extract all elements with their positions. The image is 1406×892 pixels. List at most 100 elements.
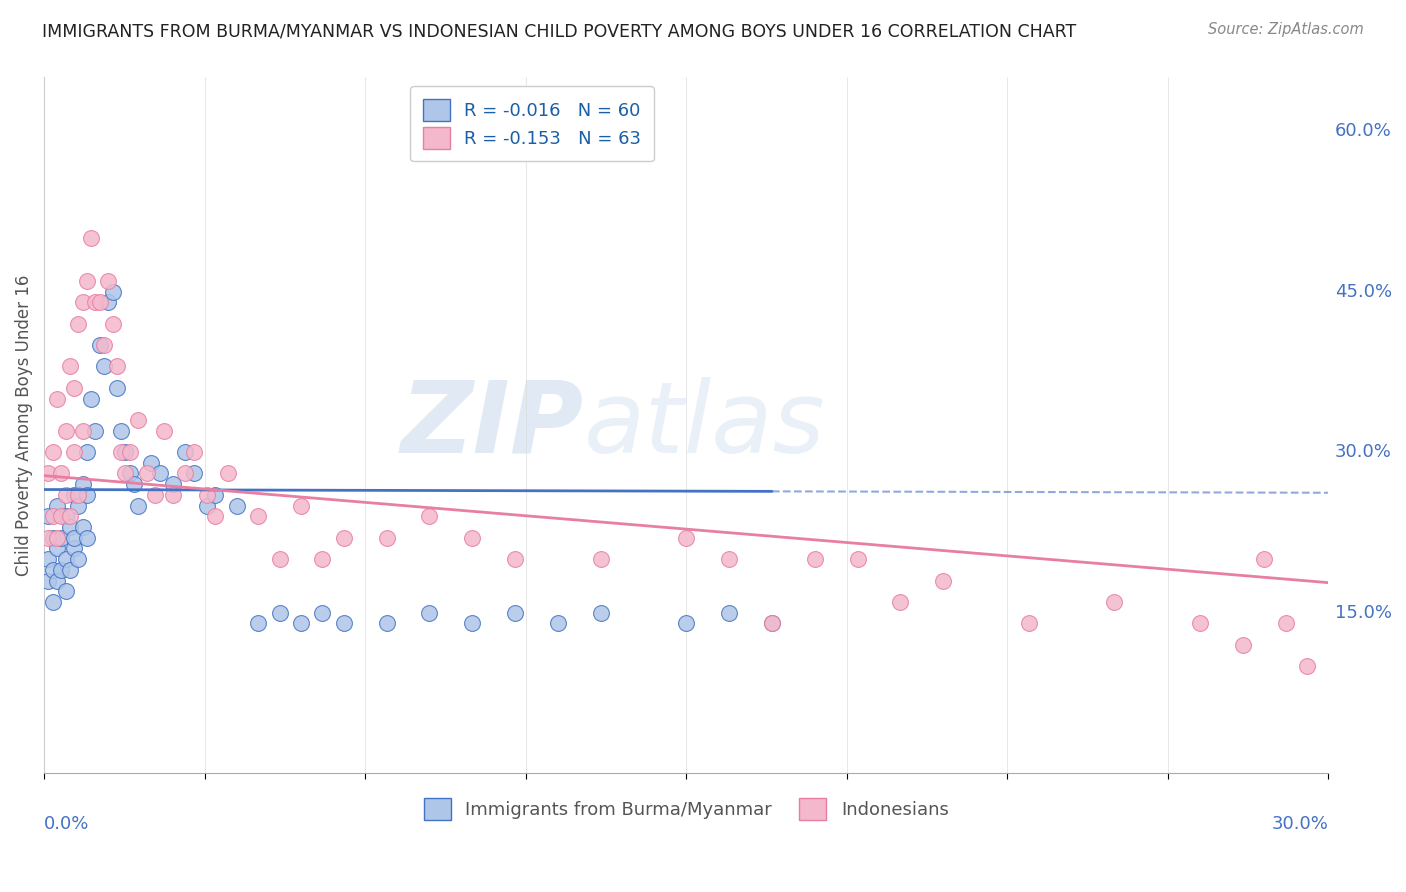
Point: [67, 488, 90, 502]
Point: [139, 456, 162, 470]
Legend: Immigrants from Burma/Myanmar, Indonesians: Immigrants from Burma/Myanmar, Indonesia…: [416, 790, 956, 827]
Point: [55, 488, 77, 502]
Point: [72, 424, 94, 438]
Point: [105, 359, 128, 374]
Point: [547, 616, 569, 631]
Point: [101, 285, 124, 299]
Point: [37, 509, 59, 524]
Text: atlas: atlas: [583, 376, 825, 474]
Point: [195, 488, 218, 502]
Point: [461, 531, 484, 545]
Point: [803, 552, 825, 566]
Point: [41, 509, 63, 524]
Point: [162, 477, 184, 491]
Text: Source: ZipAtlas.com: Source: ZipAtlas.com: [1208, 22, 1364, 37]
Point: [122, 477, 145, 491]
Text: 60.0%: 60.0%: [1334, 122, 1392, 140]
Point: [59, 359, 82, 374]
Point: [67, 317, 90, 331]
Point: [114, 445, 136, 459]
Point: [97, 295, 120, 310]
Point: [503, 552, 526, 566]
Point: [41, 531, 63, 545]
Point: [718, 552, 741, 566]
Point: [101, 317, 124, 331]
Point: [135, 467, 157, 481]
Point: [1018, 616, 1040, 631]
Point: [89, 338, 111, 352]
Point: [46, 531, 69, 545]
Point: [375, 616, 398, 631]
Point: [461, 616, 484, 631]
Point: [41, 563, 63, 577]
Point: [55, 552, 77, 566]
Point: [333, 616, 356, 631]
Point: [247, 616, 270, 631]
Point: [63, 541, 86, 556]
Point: [51, 509, 73, 524]
Point: [589, 606, 612, 620]
Text: 30.0%: 30.0%: [1271, 815, 1329, 833]
Point: [761, 616, 783, 631]
Text: 0.0%: 0.0%: [44, 815, 90, 833]
Point: [63, 445, 86, 459]
Point: [204, 488, 226, 502]
Point: [217, 467, 239, 481]
Point: [195, 499, 218, 513]
Point: [55, 584, 77, 599]
Point: [67, 499, 90, 513]
Point: [59, 509, 82, 524]
Point: [76, 531, 98, 545]
Point: [503, 606, 526, 620]
Point: [51, 467, 73, 481]
Point: [105, 381, 128, 395]
Text: 45.0%: 45.0%: [1334, 283, 1392, 301]
Point: [97, 274, 120, 288]
Point: [174, 467, 197, 481]
Point: [290, 499, 312, 513]
Point: [84, 424, 107, 438]
Text: 30.0%: 30.0%: [1334, 443, 1392, 461]
Point: [51, 531, 73, 545]
Point: [418, 509, 440, 524]
Point: [46, 499, 69, 513]
Point: [59, 520, 82, 534]
Point: [93, 338, 115, 352]
Point: [311, 552, 333, 566]
Point: [84, 295, 107, 310]
Point: [269, 606, 291, 620]
Point: [1253, 552, 1275, 566]
Point: [55, 424, 77, 438]
Point: [55, 509, 77, 524]
Point: [118, 445, 141, 459]
Point: [63, 488, 86, 502]
Point: [46, 574, 69, 588]
Point: [149, 467, 172, 481]
Point: [1188, 616, 1211, 631]
Point: [145, 488, 167, 502]
Point: [162, 488, 184, 502]
Point: [269, 552, 291, 566]
Point: [311, 606, 333, 620]
Point: [1232, 638, 1254, 652]
Point: [114, 467, 136, 481]
Point: [59, 563, 82, 577]
Text: ZIP: ZIP: [401, 376, 583, 474]
Point: [675, 531, 697, 545]
Point: [1274, 616, 1296, 631]
Point: [418, 606, 440, 620]
Point: [37, 574, 59, 588]
Point: [72, 520, 94, 534]
Point: [675, 616, 697, 631]
Point: [247, 509, 270, 524]
Point: [153, 424, 176, 438]
Point: [63, 381, 86, 395]
Point: [76, 274, 98, 288]
Point: [846, 552, 869, 566]
Point: [118, 467, 141, 481]
Point: [76, 488, 98, 502]
Point: [46, 392, 69, 406]
Point: [72, 477, 94, 491]
Text: IMMIGRANTS FROM BURMA/MYANMAR VS INDONESIAN CHILD POVERTY AMONG BOYS UNDER 16 CO: IMMIGRANTS FROM BURMA/MYANMAR VS INDONES…: [42, 22, 1077, 40]
Point: [37, 467, 59, 481]
